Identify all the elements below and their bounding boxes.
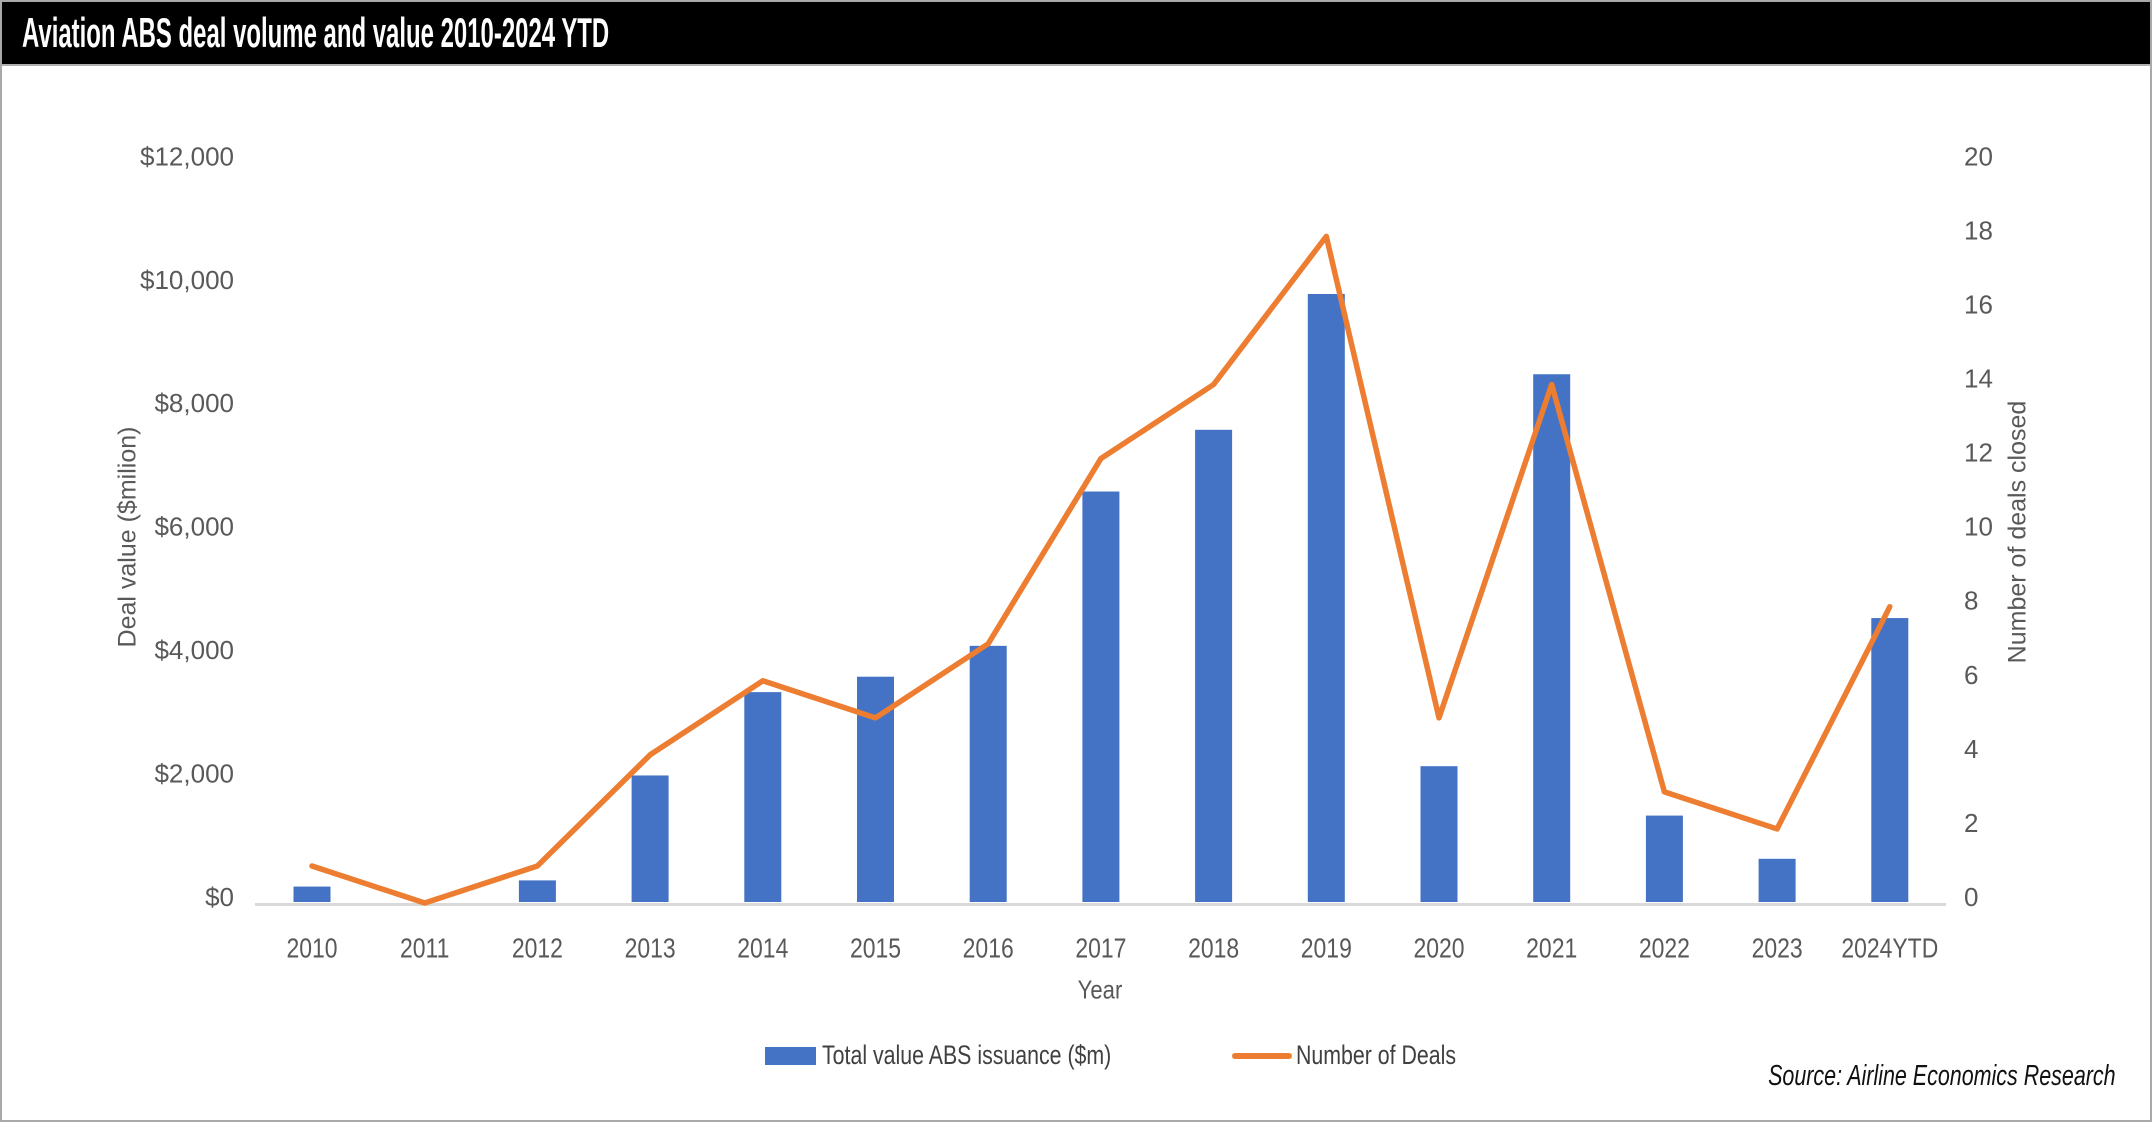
- legend-item-bars: Total value ABS issuance ($m): [765, 1040, 1188, 1071]
- category-label-2017: 2017: [1075, 934, 1126, 965]
- legend-item-line: Number of Deals: [1232, 1040, 1499, 1071]
- bar-2018: [1195, 429, 1233, 902]
- right-tick-label: 4: [1964, 734, 1978, 764]
- category-label-2019: 2019: [1301, 934, 1352, 965]
- right-tick-label: 12: [1964, 438, 1993, 468]
- left-tick-label: $8,000: [154, 388, 234, 418]
- category-label-2013: 2013: [625, 934, 676, 965]
- category-label-2015: 2015: [850, 934, 901, 965]
- right-tick-label: 20: [1964, 141, 1993, 171]
- category-label-2021: 2021: [1526, 934, 1577, 965]
- category-label-2010: 2010: [286, 934, 337, 965]
- category-label-2024YTD: 2024YTD: [1841, 934, 1938, 965]
- left-tick-label: $2,000: [154, 759, 234, 789]
- category-label-2020: 2020: [1413, 934, 1464, 965]
- left-tick-label: $6,000: [154, 512, 234, 542]
- bar-2010: [293, 886, 331, 902]
- left-axis-ticks: $0 $2,000 $4,000 $6,000 $8,000 $10,000 $12,000: [140, 141, 234, 912]
- right-tick-label: 10: [1964, 512, 1993, 542]
- bar-2017: [1082, 491, 1120, 902]
- bar-series-label: Total value ABS issuance ($m): [822, 1040, 1112, 1070]
- bar-2020: [1420, 766, 1458, 902]
- bar-2024YTD: [1871, 618, 1909, 902]
- source-note: Source: Airline Economics Research: [1768, 1060, 2116, 1092]
- line-series-swatch: [1232, 1052, 1293, 1059]
- category-label-2011: 2011: [400, 934, 449, 965]
- line-series-label: Number of Deals: [1296, 1040, 1457, 1070]
- bar-2019: [1307, 294, 1345, 902]
- right-tick-label: 2: [1964, 808, 1978, 838]
- legend: Total value ABS issuance ($m) Number of …: [765, 1040, 1499, 1071]
- bar-2023: [1758, 858, 1796, 902]
- bar-2021: [1533, 374, 1571, 903]
- category-label-2022: 2022: [1639, 934, 1690, 965]
- category-label-2018: 2018: [1188, 934, 1239, 965]
- right-tick-label: 0: [1964, 882, 1978, 912]
- chart-title-bar: Aviation ABS deal volume and value 2010-…: [2, 2, 2150, 66]
- left-tick-label: $10,000: [140, 265, 234, 295]
- bar-2016: [969, 645, 1007, 902]
- x-axis-category-labels: 2010 2011 2012 2013 2014 2015 2016 2017 2018 2019…: [286, 934, 1938, 965]
- bar-2012: [518, 880, 556, 902]
- x-axis-title: Year: [1077, 974, 1123, 1005]
- bar-2014: [744, 692, 782, 902]
- left-tick-label: $12,000: [140, 141, 234, 171]
- left-tick-label: $0: [205, 882, 234, 912]
- chart-title: Aviation ABS deal volume and value 2010-…: [22, 9, 610, 56]
- right-tick-label: 16: [1964, 289, 1993, 319]
- right-tick-label: 6: [1964, 660, 1978, 690]
- right-axis-ticks: 0 2 4 6 8 10 12 14 16 18 20: [1964, 141, 1993, 912]
- bars-series: [293, 294, 1909, 903]
- category-label-2014: 2014: [737, 934, 788, 965]
- right-tick-label: 14: [1964, 364, 1993, 394]
- bar-2013: [631, 775, 669, 902]
- category-label-2012: 2012: [512, 934, 563, 965]
- category-label-2023: 2023: [1752, 934, 1803, 965]
- left-tick-label: $4,000: [154, 635, 234, 665]
- right-tick-label: 8: [1964, 586, 1978, 616]
- right-tick-label: 18: [1964, 215, 1993, 245]
- left-axis-title: Deal value ($milion): [113, 426, 142, 648]
- deals-line: [309, 233, 1893, 906]
- category-label-2016: 2016: [963, 934, 1014, 965]
- bar-series-swatch: [765, 1046, 816, 1065]
- bar-2022: [1645, 815, 1683, 902]
- right-axis-title: Number of deals closed: [2003, 400, 2032, 664]
